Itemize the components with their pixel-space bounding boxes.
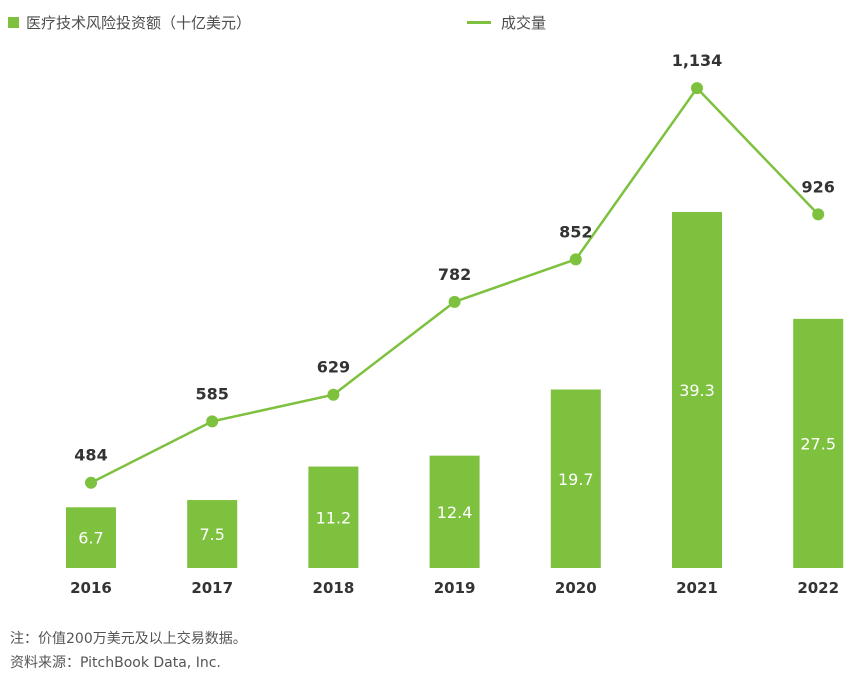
- deal-count-label-2021: 1,134: [672, 51, 723, 70]
- bar-2017: [187, 500, 238, 568]
- x-tick-2021: 2021: [676, 579, 718, 597]
- deal-count-point-2017: [206, 415, 219, 428]
- bar-value-label-2017: 7.5: [199, 525, 224, 544]
- legend-bar-swatch: [8, 17, 19, 28]
- deal-count-label-2016: 484: [74, 446, 107, 465]
- x-tick-2020: 2020: [555, 579, 597, 597]
- legend-item-deal-count: 成交量: [467, 12, 546, 33]
- legend-line-label: 成交量: [501, 14, 547, 32]
- deal-count-point-2021: [691, 82, 703, 95]
- x-tick-2016: 2016: [70, 579, 112, 597]
- deal-count-label-2017: 585: [195, 384, 228, 403]
- bar-2018: [308, 466, 359, 568]
- bar-value-label-2022: 27.5: [800, 434, 836, 453]
- bar-value-label-2018: 11.2: [316, 508, 352, 527]
- legend-bar-label: 医疗技术风险投资额（十亿美元）: [26, 14, 252, 32]
- deal-count-label-2018: 629: [317, 358, 350, 377]
- bar-value-label-2021: 39.3: [679, 381, 715, 400]
- legend-line-swatch: [467, 21, 491, 24]
- source-note: 资料来源：PitchBook Data, Inc.: [10, 655, 221, 671]
- bar-2019: [429, 455, 480, 568]
- bar-2021: [672, 211, 722, 568]
- x-tick-2019: 2019: [434, 579, 476, 597]
- deal-count-point-2022: [812, 208, 825, 221]
- x-tick-2017: 2017: [191, 579, 233, 597]
- x-tick-2018: 2018: [313, 579, 355, 597]
- bar-value-label-2016: 6.7: [78, 529, 103, 548]
- deal-count-label-2019: 782: [438, 265, 471, 284]
- legend-item-investment: 医疗技术风险投资额（十亿美元）: [8, 12, 251, 33]
- bar-2020: [550, 389, 601, 568]
- deal-count-label-2022: 926: [801, 177, 834, 196]
- bar-value-label-2020: 19.7: [558, 470, 594, 489]
- bar-2022: [793, 318, 844, 568]
- deal-count-point-2020: [569, 253, 582, 266]
- x-tick-2022: 2022: [797, 579, 839, 597]
- chart-notes: 注：价值200万美元及以上交易数据。 资料来源：PitchBook Data, …: [10, 627, 247, 675]
- deal-count-point-2016: [85, 476, 97, 489]
- bar-value-label-2019: 12.4: [437, 503, 473, 522]
- bar-2016: [66, 507, 116, 568]
- footnote: 注：价值200万美元及以上交易数据。: [10, 631, 247, 647]
- deal-count-label-2020: 852: [559, 222, 592, 241]
- deal-count-point-2019: [448, 295, 461, 308]
- deal-count-point-2018: [327, 388, 340, 401]
